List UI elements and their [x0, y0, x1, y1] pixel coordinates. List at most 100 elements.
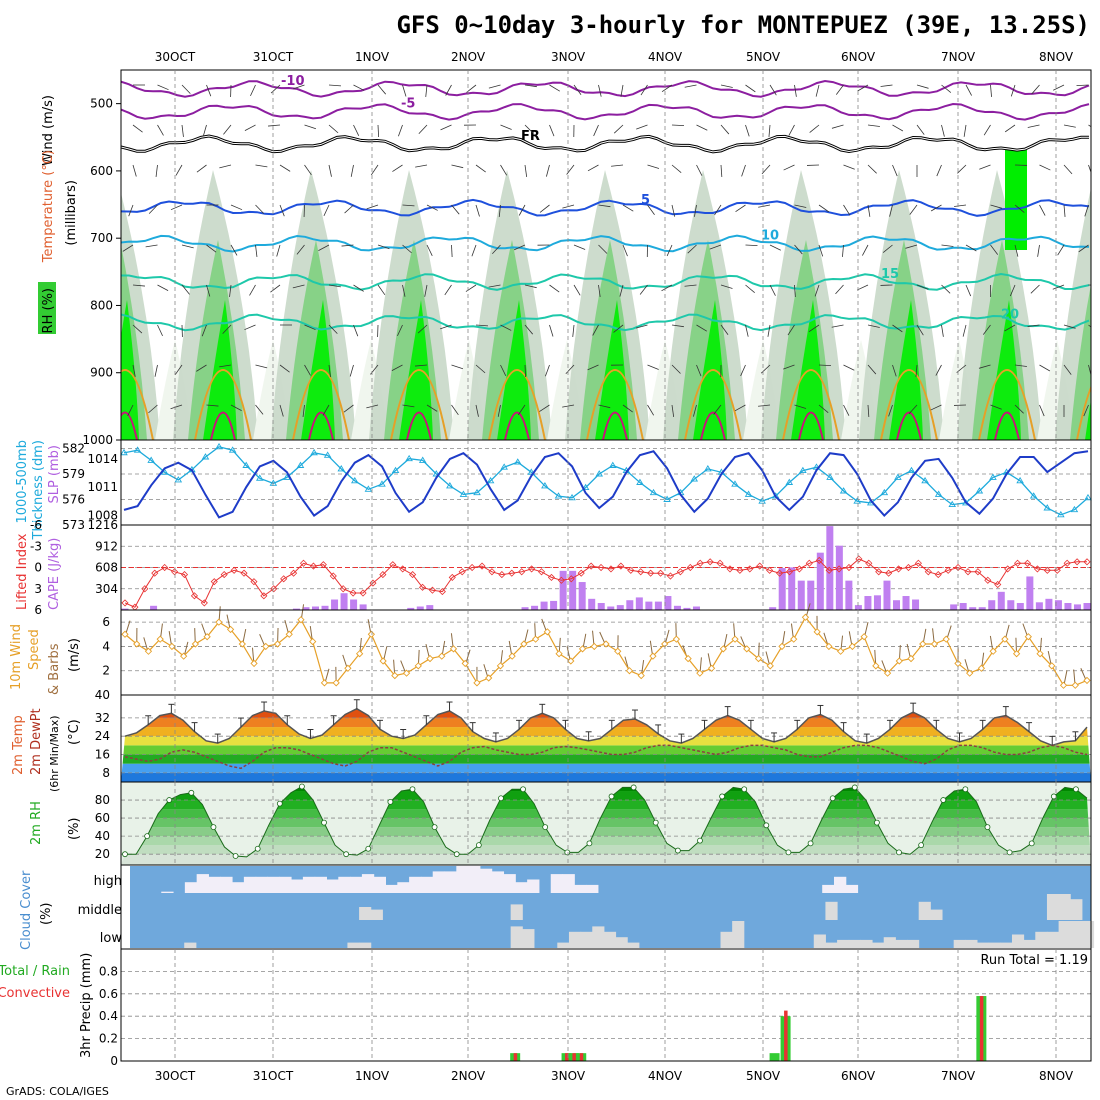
date-bottom-2nov: 2NOV — [451, 1069, 486, 1083]
li-point-9 — [210, 578, 218, 586]
barb-u-7-30 — [867, 364, 877, 375]
wind-point-61 — [836, 647, 845, 655]
barb-u-6-21 — [635, 324, 648, 329]
li-point-13 — [250, 578, 258, 586]
rh-point-18 — [321, 819, 327, 826]
barb-u-3-39 — [1084, 204, 1089, 217]
wind-point-10 — [238, 640, 246, 648]
barb-u-8-20 — [622, 404, 633, 413]
wind-point-12 — [262, 642, 270, 651]
date-top-6nov: 6NOV — [841, 50, 876, 64]
cloud-high-27 — [444, 871, 457, 893]
barb-u-2-20 — [611, 164, 624, 167]
grads-credit: GrADS: COLA/IGES — [6, 1085, 109, 1098]
cloud-low-71 — [953, 939, 966, 948]
barb-u-3-25 — [735, 204, 746, 213]
barb-u-3-19 — [598, 204, 611, 208]
barb-u-4-13 — [451, 244, 453, 258]
barb-u-6-26 — [767, 324, 771, 337]
ptick-label-500: 500 — [90, 97, 113, 111]
temperature-panel: 8 16 24 32 2m Temp 2m DewPt (6hr Min/Max) (… — [11, 694, 1092, 792]
rh-point-36 — [520, 786, 526, 793]
thickness-point-34 — [581, 483, 590, 491]
cape-bar-69 — [778, 568, 786, 610]
cape-bar-78 — [864, 596, 872, 610]
barb-u-2-2 — [175, 164, 183, 176]
warm-loop-6 — [684, 369, 742, 440]
cloud-low-41 — [603, 931, 617, 948]
cloud-label-low: low — [100, 931, 123, 946]
precip-tick-0.4: 0.4 — [99, 1009, 118, 1023]
cape-bar-72 — [807, 580, 815, 610]
li-point-71 — [825, 566, 833, 574]
barb-u-7-28 — [818, 364, 832, 367]
cloud-high-3 — [161, 891, 174, 893]
cloud-low-82 — [1081, 921, 1095, 948]
wind-point-72 — [966, 669, 974, 677]
thickness-point-63 — [975, 487, 984, 494]
warm-loop-10 — [1076, 384, 1091, 440]
thickness-point-26 — [473, 488, 481, 496]
wind-point-36 — [543, 628, 551, 636]
li-point-48 — [597, 563, 605, 572]
barb-u-4-3 — [206, 244, 217, 253]
li-point-75 — [865, 559, 873, 567]
cape-bar-73 — [816, 552, 824, 610]
rh-band-1 — [121, 845, 1091, 855]
rh-point-30 — [453, 851, 460, 858]
cloud-middle-80 — [1058, 894, 1071, 920]
wind-point-66 — [895, 657, 903, 665]
barb-u-7-4 — [219, 364, 232, 368]
barb-u-4-10 — [377, 244, 390, 250]
wind-tick-6: 6 — [102, 615, 110, 629]
barb-u-5-30 — [856, 284, 869, 291]
barb-u-8-8 — [322, 404, 330, 416]
cloud-low-42 — [615, 937, 628, 948]
thickness-point-53 — [839, 487, 848, 494]
cape-bar-94 — [1016, 603, 1024, 610]
barb-u-7-37 — [1039, 364, 1051, 372]
cape-ticks: 304 608 912 1216 -6 -3 0 3 6 — [30, 518, 118, 617]
rh-point-34 — [498, 795, 504, 802]
thickness-ticks: 573 576 579 582 1008 1011 1014 — [62, 442, 118, 533]
cloud-low-80 — [1058, 921, 1071, 948]
barb-u-2-11 — [392, 164, 403, 172]
cloud-high-10 — [243, 876, 257, 893]
barb-u-4-32 — [905, 244, 918, 249]
li-point-34 — [458, 568, 466, 576]
cloud-high-23 — [397, 882, 410, 893]
li-point-57 — [686, 563, 694, 572]
cloud-low-74 — [988, 942, 1001, 948]
cloud-high-14 — [291, 879, 304, 893]
barb-u-4-1 — [145, 244, 158, 248]
li-point-60 — [716, 559, 724, 567]
ptick-label-1000: 1000 — [82, 433, 113, 447]
barb-u-0-3 — [206, 84, 212, 97]
thickness-point-20 — [391, 466, 400, 474]
cloud-high-61 — [845, 884, 859, 893]
hot-loop-5 — [602, 411, 628, 440]
cape-bar-31 — [416, 606, 424, 610]
date-top-1nov: 1NOV — [355, 50, 390, 64]
li-point-52 — [637, 568, 645, 576]
wind-point-3 — [156, 635, 164, 643]
barb-u-7-31 — [892, 364, 897, 377]
li-point-43 — [547, 573, 556, 581]
precip-conv-6 — [979, 996, 984, 1061]
li-point-90 — [1014, 559, 1022, 567]
cape-bar-79 — [873, 595, 881, 610]
wind-point-17 — [320, 679, 329, 687]
rh-grid — [121, 799, 1091, 855]
rh-tick-20: 20 — [95, 847, 110, 861]
cape-bar-50 — [597, 603, 605, 610]
wind-point-76 — [1012, 650, 1021, 658]
barb-u-1-31 — [892, 124, 904, 132]
cape-bar-71 — [797, 580, 805, 610]
barb-u-6-24 — [720, 324, 729, 335]
isotherm-label-FR: FR — [521, 129, 540, 144]
date-top-3nov: 3NOV — [551, 50, 586, 64]
cloud-high-12 — [267, 876, 280, 893]
date-bottom-31oct: 31OCT — [253, 1069, 294, 1083]
cloud-low-19 — [347, 942, 360, 948]
barb-u-6-25 — [745, 324, 749, 337]
